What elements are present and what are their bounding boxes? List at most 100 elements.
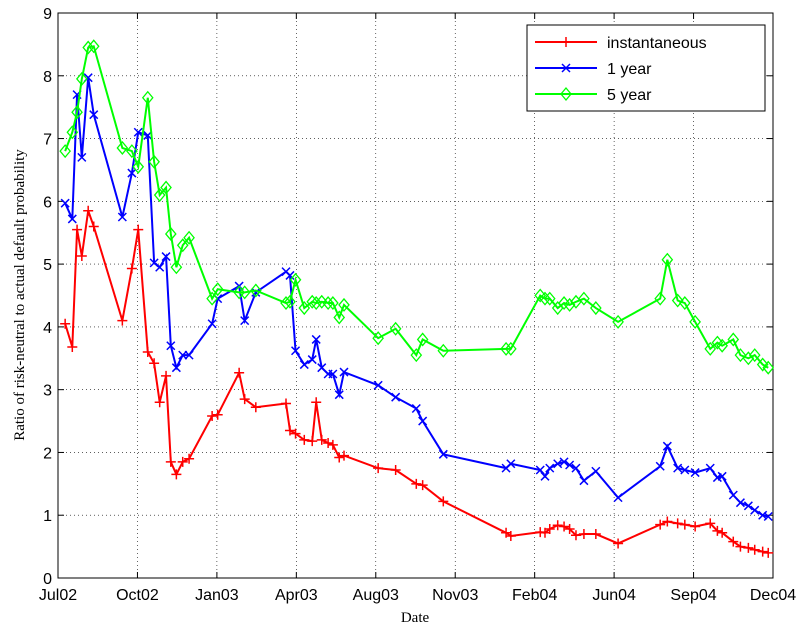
- y-tick-label: 0: [43, 571, 52, 588]
- marker: [712, 525, 723, 536]
- marker: [234, 367, 245, 378]
- marker: [240, 316, 250, 326]
- marker: [734, 348, 747, 363]
- marker: [559, 457, 569, 467]
- marker: [212, 409, 223, 420]
- marker: [117, 315, 128, 326]
- marker: [559, 521, 570, 532]
- marker: [717, 527, 728, 538]
- marker: [249, 283, 262, 298]
- marker: [334, 452, 345, 463]
- marker: [155, 262, 165, 272]
- marker: [165, 456, 176, 467]
- marker: [239, 394, 250, 405]
- marker: [77, 152, 87, 162]
- marker: [373, 463, 384, 474]
- marker: [338, 297, 350, 312]
- x-tick-label: Oct02: [116, 587, 159, 604]
- marker: [438, 496, 449, 507]
- marker: [207, 411, 218, 422]
- y-tick-label: 6: [43, 194, 52, 211]
- marker: [184, 453, 195, 464]
- marker: [750, 505, 760, 515]
- marker: [87, 39, 100, 54]
- marker: [390, 465, 401, 476]
- marker: [311, 397, 322, 408]
- x-tick-label: Apr03: [275, 587, 318, 604]
- marker: [82, 40, 95, 55]
- marker: [500, 341, 512, 356]
- marker: [742, 351, 755, 366]
- marker: [438, 449, 448, 459]
- marker: [662, 516, 673, 527]
- marker: [540, 471, 550, 481]
- marker: [307, 355, 317, 365]
- marker: [322, 296, 334, 311]
- marker: [411, 478, 422, 489]
- marker: [66, 125, 79, 140]
- marker: [327, 296, 339, 311]
- y-tick-label: 4: [43, 320, 52, 337]
- marker: [591, 466, 601, 476]
- marker: [310, 296, 323, 311]
- marker: [177, 456, 188, 467]
- marker: [578, 291, 590, 306]
- marker: [417, 480, 428, 491]
- marker: [613, 538, 624, 549]
- marker: [553, 459, 563, 469]
- marker: [339, 450, 349, 461]
- marker: [563, 297, 576, 312]
- marker: [763, 547, 774, 558]
- marker: [153, 188, 166, 203]
- marker: [290, 428, 301, 439]
- marker: [116, 140, 129, 155]
- marker: [756, 357, 769, 372]
- x-tick-label: Jan03: [195, 587, 239, 604]
- marker: [233, 285, 245, 300]
- marker: [160, 180, 172, 195]
- marker: [416, 332, 429, 347]
- marker: [171, 469, 182, 480]
- marker: [334, 390, 344, 400]
- marker: [117, 212, 127, 222]
- marker: [328, 369, 338, 379]
- marker: [539, 291, 551, 306]
- marker: [704, 341, 717, 356]
- marker: [75, 71, 88, 86]
- marker: [661, 252, 674, 267]
- marker: [748, 348, 761, 363]
- marker: [67, 214, 77, 224]
- marker: [544, 524, 555, 535]
- marker: [735, 498, 745, 508]
- marker: [678, 296, 691, 311]
- y-tick-label: 1: [43, 508, 52, 525]
- x-tick-label: Jun04: [592, 587, 636, 604]
- marker: [743, 542, 754, 553]
- marker: [762, 360, 775, 375]
- marker: [564, 524, 575, 535]
- legend-marker: [561, 37, 571, 47]
- marker: [207, 319, 217, 329]
- marker: [389, 321, 402, 336]
- marker: [142, 347, 153, 357]
- marker: [126, 263, 137, 274]
- marker: [717, 471, 727, 481]
- marker: [250, 402, 261, 413]
- marker: [67, 341, 78, 352]
- legend-marker: [560, 86, 572, 102]
- marker: [571, 463, 581, 473]
- marker: [60, 198, 70, 208]
- marker: [149, 358, 160, 369]
- marker: [126, 144, 138, 159]
- marker: [373, 380, 383, 390]
- marker: [280, 296, 292, 311]
- marker: [339, 367, 349, 377]
- marker: [690, 468, 700, 478]
- marker: [506, 459, 516, 469]
- marker: [689, 314, 701, 329]
- marker: [281, 398, 292, 409]
- plot-frame: [57, 12, 774, 579]
- x-tick-label: Jul02: [39, 587, 77, 604]
- marker: [76, 250, 87, 261]
- marker: [161, 370, 172, 381]
